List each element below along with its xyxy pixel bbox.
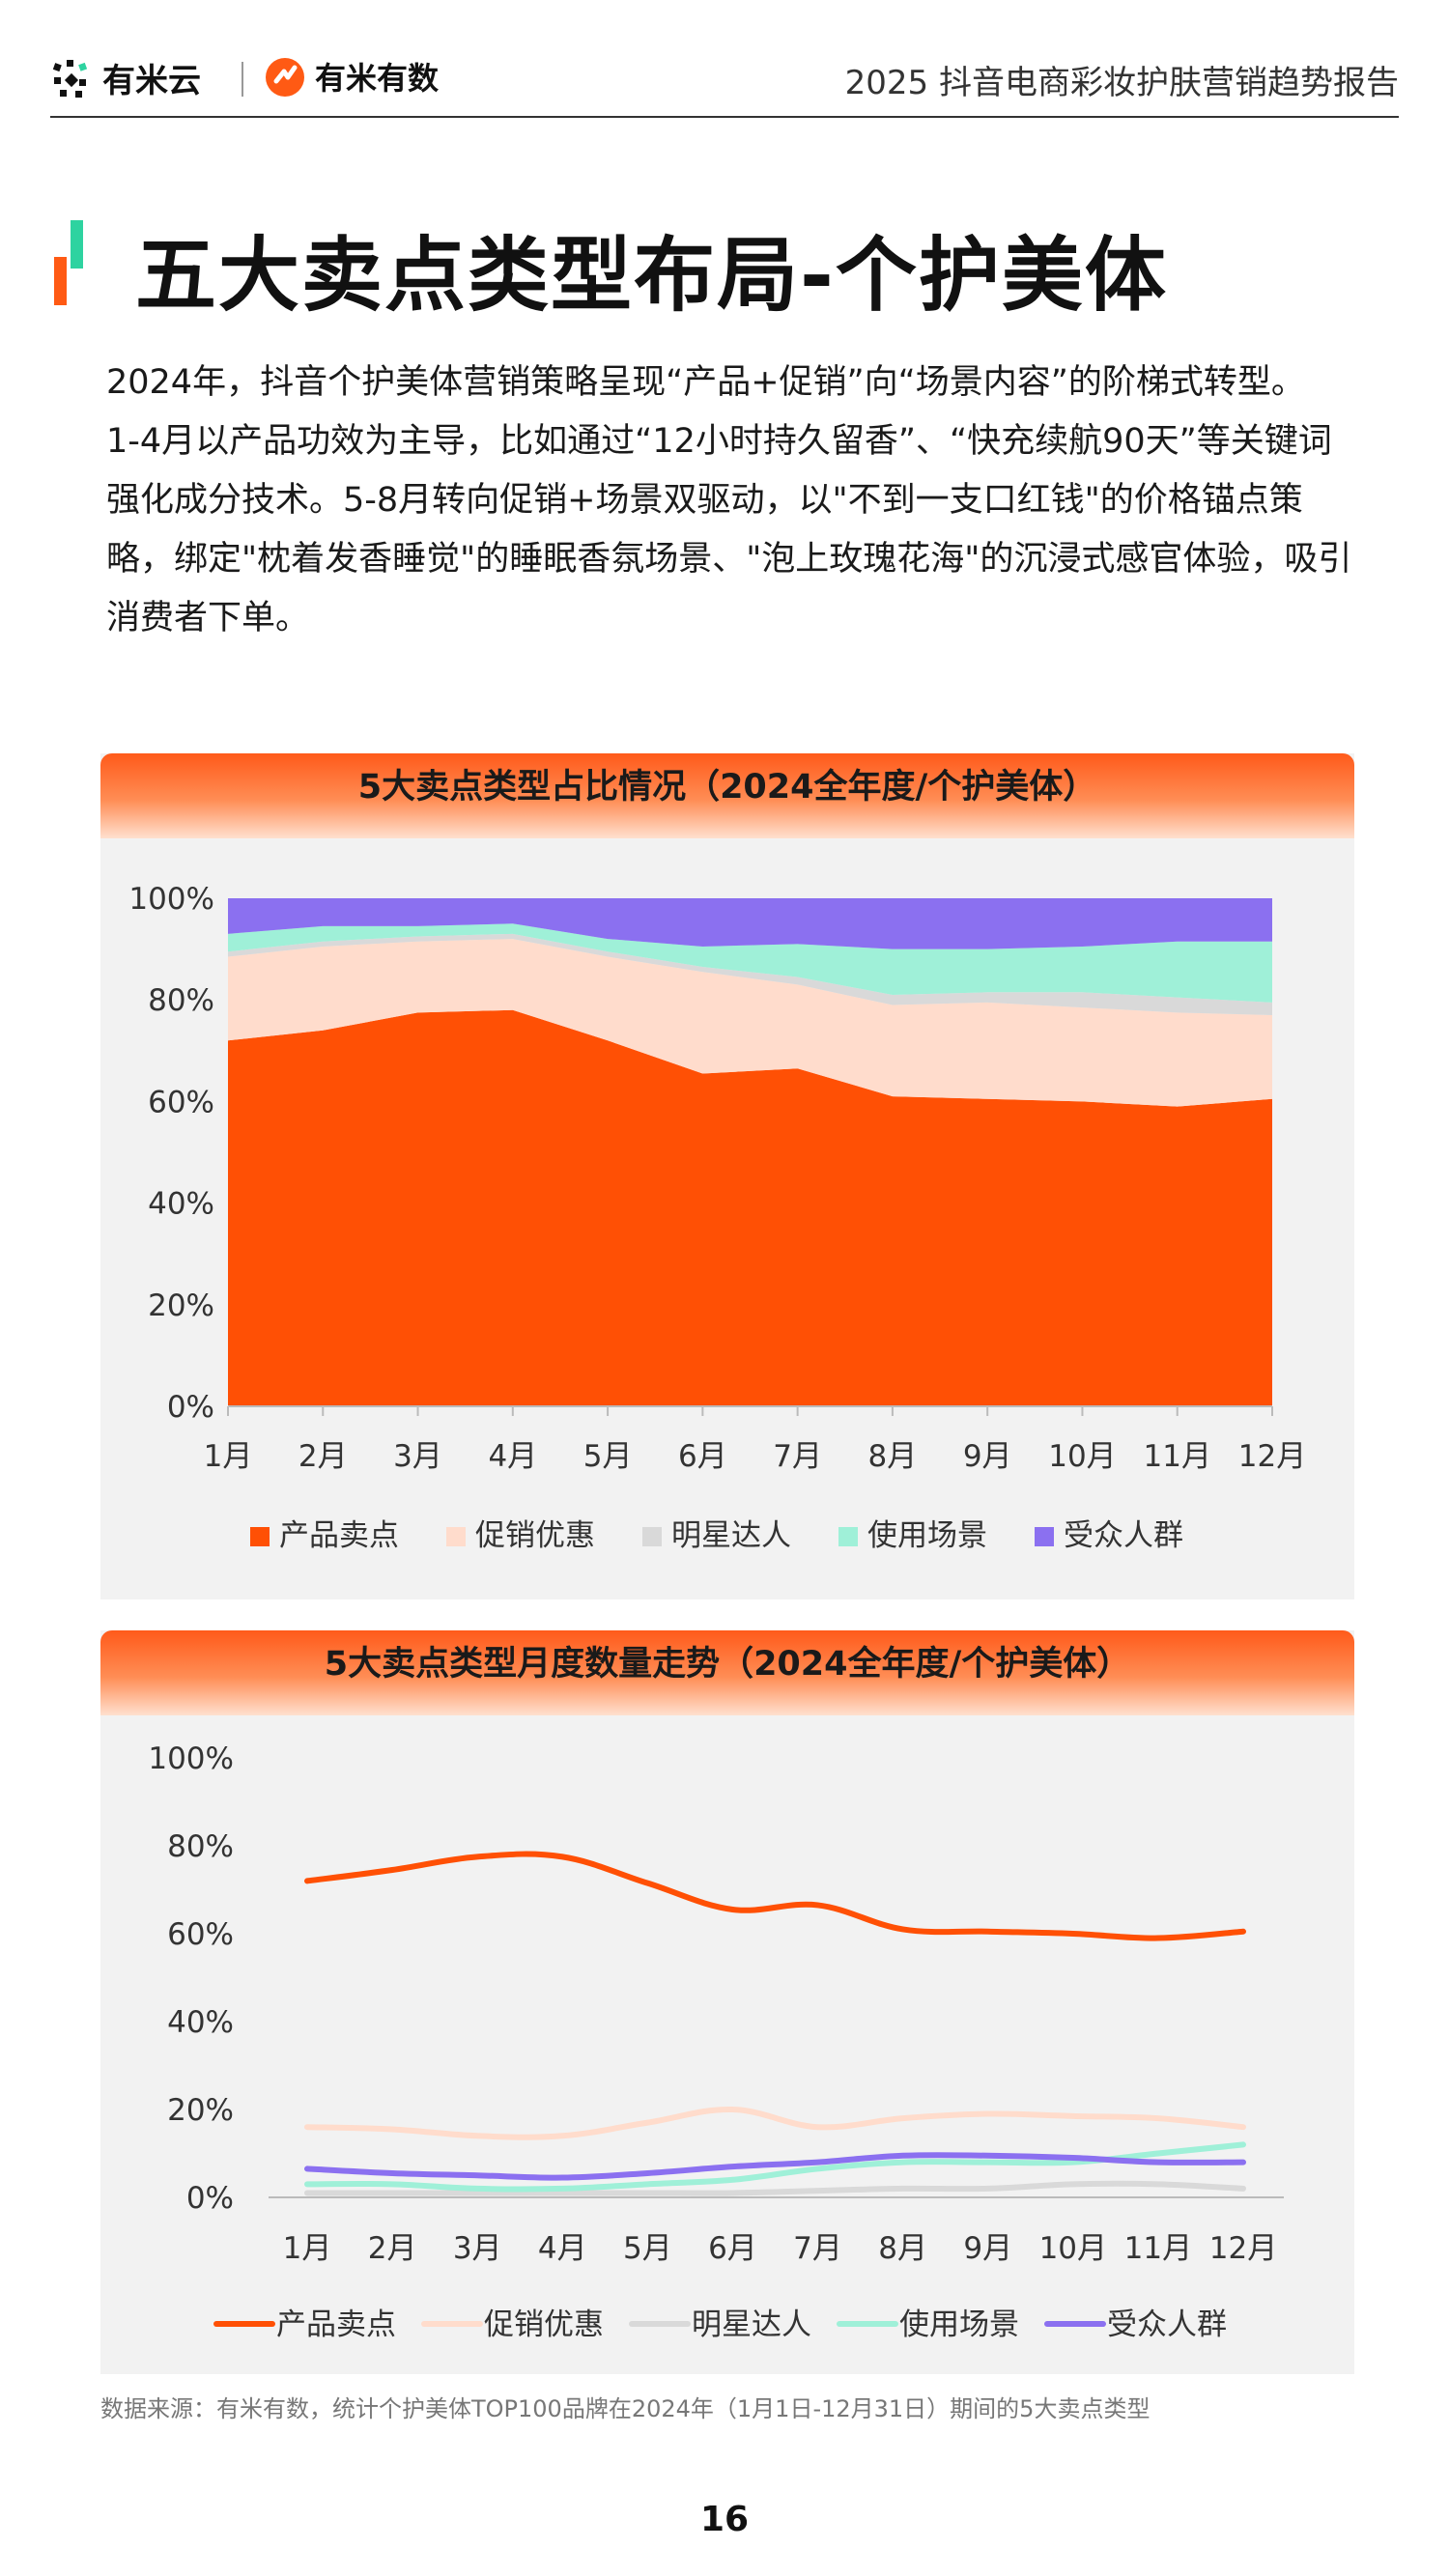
share-chart-legend-label: 使用场景 xyxy=(867,1518,987,1553)
share-chart-x-tick-label: 11月 xyxy=(1144,1439,1211,1474)
trend-chart-legend-label: 使用场景 xyxy=(899,2307,1019,2342)
share-chart-x-tick-label: 2月 xyxy=(298,1439,348,1474)
trend-chart-legend-label: 受众人群 xyxy=(1107,2307,1227,2342)
trend-chart-y-tick-label: 40% xyxy=(167,2005,234,2040)
share-chart-legend-label: 促销优惠 xyxy=(475,1518,595,1553)
trend-chart-x-tick-label: 11月 xyxy=(1124,2231,1192,2266)
trend-chart-legend-label: 促销优惠 xyxy=(484,2307,604,2342)
data-source-note: 数据来源：有米有数，统计个护美体TOP100品牌在2024年（1月1日-12月3… xyxy=(100,2395,1151,2422)
share-chart-x-tick-label: 12月 xyxy=(1238,1439,1306,1474)
share-chart-x-tick-label: 10月 xyxy=(1048,1439,1116,1474)
trend-chart-header xyxy=(100,1630,1354,1715)
intro-text: 2024年，抖音个护美体营销策略呈现“产品+促销”向“场景内容”的阶梯式转型。 … xyxy=(106,354,1352,648)
trend-chart-legend-label: 明星达人 xyxy=(692,2307,811,2342)
share-area-series-1 xyxy=(228,1009,1272,1406)
trend-chart-y-tick-label: 20% xyxy=(167,2093,234,2128)
share-chart-legend-label: 产品卖点 xyxy=(279,1518,399,1553)
trend-chart-x-tick-label: 1月 xyxy=(283,2231,332,2266)
share-chart-y-tick-label: 40% xyxy=(148,1187,214,1222)
trend-line-series-3 xyxy=(304,2180,1246,2196)
share-area-series-5 xyxy=(228,898,1272,949)
trend-chart-x-tick-label: 6月 xyxy=(708,2231,757,2266)
youmi-cloud-logo-text: 有米云 xyxy=(102,62,201,100)
share-chart-panel: 5大卖点类型占比情况（2024全年度/个护美体） 0% 20% 40% 60% 80% 1… xyxy=(100,753,1354,1599)
share-chart-legend-swatch xyxy=(1035,1527,1054,1546)
trend-chart-x-tick-label: 12月 xyxy=(1209,2231,1277,2266)
share-chart-x-tick-label: 9月 xyxy=(963,1439,1012,1474)
trend-chart-x-tick-label: 7月 xyxy=(793,2231,842,2266)
trend-line-series-2 xyxy=(304,2106,1246,2140)
share-chart-header xyxy=(100,753,1354,838)
share-chart-title: 5大卖点类型占比情况（2024全年度/个护美体） xyxy=(357,768,1097,807)
youmi-cloud-logo-icon xyxy=(52,59,88,98)
trend-line-series-5 xyxy=(304,2152,1246,2181)
intro-paragraph-1: 2024年，抖音个护美体营销策略呈现“产品+促销”向“场景内容”的阶梯式转型。 xyxy=(106,363,1305,402)
share-chart-legend-swatch xyxy=(446,1527,466,1546)
share-chart-y-tick-label: 100% xyxy=(128,882,214,917)
share-area-chart: 0% 20% 40% 60% 80% 100% 1月 2月 3月 4月 5月 6月 7月 8月 9月 10月 1… xyxy=(128,882,1306,1553)
share-chart-y-tick-label: 0% xyxy=(167,1390,214,1425)
share-chart-legend-swatch xyxy=(642,1527,662,1546)
share-chart-x-tick-label: 6月 xyxy=(678,1439,727,1474)
page-number: 16 xyxy=(699,2500,750,2539)
share-chart-legend-label: 受众人群 xyxy=(1064,1518,1183,1553)
youmi-cloud-logo: 有米云 xyxy=(50,54,201,101)
share-chart-y-tick-label: 80% xyxy=(148,983,214,1018)
trend-chart-title: 5大卖点类型月度数量走势（2024全年度/个护美体） xyxy=(324,1645,1131,1684)
trend-chart-legend-label: 产品卖点 xyxy=(276,2307,396,2342)
trend-line-chart: 0% 20% 40% 60% 80% 100% 1月 2月 3月 4月 5月 6月 7月 8月 9月 10月 1… xyxy=(148,1741,1284,2342)
share-chart-legend-swatch xyxy=(250,1527,270,1546)
trend-chart-x-tick-label: 3月 xyxy=(453,2231,502,2266)
trend-chart-x-tick-label: 10月 xyxy=(1039,2231,1107,2266)
share-chart-y-tick-label: 60% xyxy=(148,1085,214,1119)
share-chart-legend-swatch xyxy=(838,1527,858,1546)
trend-chart-panel: 5大卖点类型月度数量走势（2024全年度/个护美体） 0% 20% 40% 60% 80… xyxy=(100,1630,1354,2374)
trend-chart-x-tick-label: 4月 xyxy=(538,2231,587,2266)
trend-chart-y-tick-label: 0% xyxy=(186,2181,234,2216)
share-chart-x-tick-label: 1月 xyxy=(204,1439,253,1474)
youmi-data-logo-text: 有米有数 xyxy=(315,60,440,97)
share-area-series-4 xyxy=(228,923,1272,1003)
share-chart-legend-label: 明星达人 xyxy=(671,1518,791,1553)
youmi-data-logo-icon xyxy=(266,58,304,97)
trend-chart-y-tick-label: 60% xyxy=(167,1917,234,1952)
youmi-data-logo: 有米有数 xyxy=(263,54,439,99)
share-chart-x-tick-label: 8月 xyxy=(868,1439,918,1474)
intro-paragraph-2: 1-4月以产品功效为主导，比如通过“12小时持久留香”、“快充续航90天”等关键… xyxy=(106,422,1352,637)
share-chart-x-tick-label: 4月 xyxy=(488,1439,537,1474)
share-chart-x-tick-label: 7月 xyxy=(773,1439,822,1474)
trend-chart-y-tick-label: 100% xyxy=(148,1741,234,1776)
share-area-series-2 xyxy=(228,939,1272,1107)
share-area-series-3 xyxy=(228,933,1272,1015)
share-chart-x-tick-label: 5月 xyxy=(583,1439,633,1474)
title-accent-icon xyxy=(54,220,83,305)
trend-chart-x-tick-label: 2月 xyxy=(368,2231,417,2266)
trend-chart-x-tick-label: 5月 xyxy=(623,2231,672,2266)
trend-chart-x-tick-label: 8月 xyxy=(878,2231,927,2266)
trend-line-series-4 xyxy=(304,2141,1246,2193)
page-title: 五大卖点类型布局-个护美体 xyxy=(135,228,1168,323)
logo-divider xyxy=(242,62,243,97)
share-chart-x-tick-label: 3月 xyxy=(393,1439,442,1474)
share-chart-y-tick-label: 20% xyxy=(148,1288,214,1323)
trend-line-series-1 xyxy=(304,1851,1246,1941)
report-header: 有米云 有米有数 2025 抖音电商彩妆护肤营销趋势报告 xyxy=(50,39,1399,118)
trend-chart-y-tick-label: 80% xyxy=(167,1829,234,1864)
trend-chart-x-tick-label: 9月 xyxy=(963,2231,1012,2266)
report-title: 2025 抖音电商彩妆护肤营销趋势报告 xyxy=(844,64,1399,102)
